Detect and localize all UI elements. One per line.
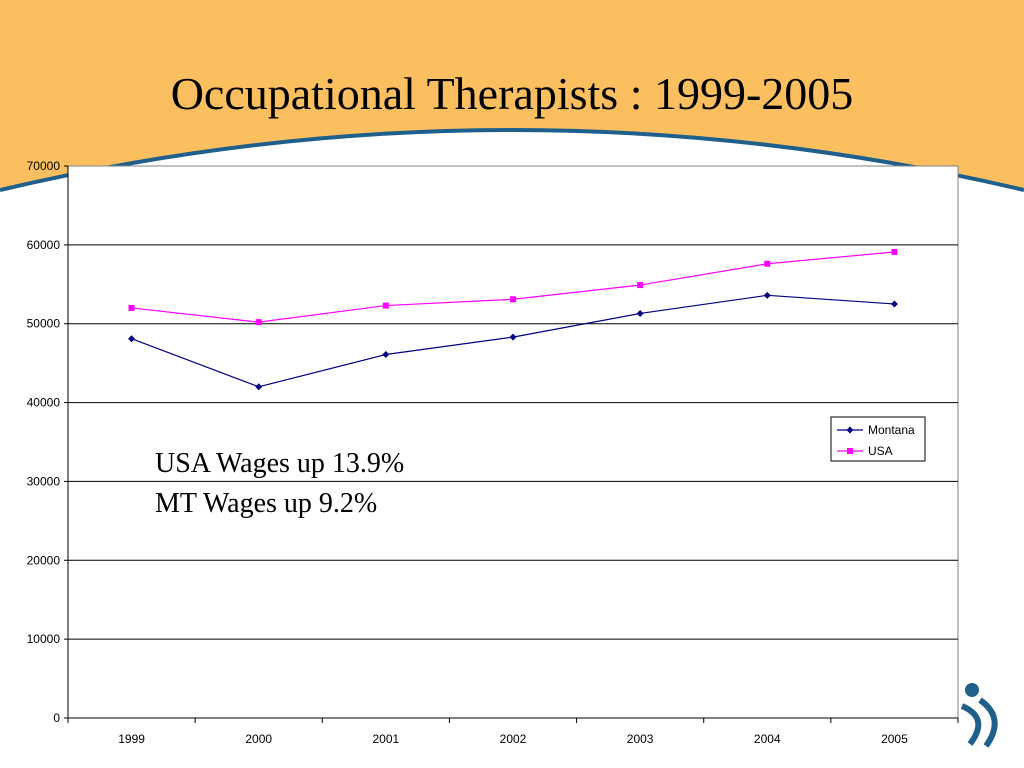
legend-swatch-marker	[847, 448, 853, 454]
data-point-usa	[764, 260, 771, 267]
legend-box	[830, 416, 926, 462]
series-montana	[128, 291, 898, 391]
x-tick-label: 2003	[627, 732, 654, 746]
legend-label-montana: Montana	[868, 423, 915, 437]
data-point-usa	[128, 304, 135, 311]
x-tick-label: 2000	[245, 732, 272, 746]
y-tick-label: 70000	[27, 159, 61, 173]
x-tick-label: 2001	[373, 732, 400, 746]
usa-wage-annotation: USA Wages up 13.9%	[155, 448, 405, 479]
y-tick-label: 30000	[27, 474, 61, 488]
data-point-usa	[510, 296, 516, 303]
data-point-usa	[637, 282, 644, 289]
y-tick-label: 20000	[27, 553, 61, 567]
data-point-montana	[382, 350, 390, 358]
y-tick-label: 60000	[27, 238, 61, 252]
series-usa	[128, 248, 898, 326]
x-tick-label: 2004	[754, 732, 781, 746]
data-point-montana	[636, 309, 644, 317]
data-point-montana	[255, 383, 263, 391]
x-tick-label: 1999	[118, 732, 145, 746]
plot-area	[67, 165, 959, 719]
data-point-montana	[763, 291, 771, 299]
header-band	[0, 0, 1024, 190]
header-arc	[0, 128, 1024, 192]
legend-swatch-marker	[846, 426, 854, 434]
y-tick-label: 0	[53, 711, 60, 725]
data-point-usa	[382, 302, 389, 309]
y-tick-label: 40000	[27, 396, 61, 410]
legend-label-usa: USA	[868, 444, 893, 458]
y-tick-label: 50000	[27, 317, 61, 331]
y-tick-label: 10000	[27, 632, 61, 646]
mt-wage-annotation: MT Wages up 9.2%	[155, 488, 378, 519]
data-point-montana	[128, 335, 136, 343]
data-point-usa	[891, 248, 898, 255]
data-point-montana	[890, 300, 898, 308]
x-tick-label: 2005	[881, 732, 908, 746]
data-point-usa	[255, 319, 262, 326]
slide-title: Occupational Therapists : 1999-2005	[170, 68, 854, 119]
data-point-montana	[509, 333, 517, 341]
x-tick-label: 2002	[500, 732, 527, 746]
logo-icon	[960, 683, 998, 748]
